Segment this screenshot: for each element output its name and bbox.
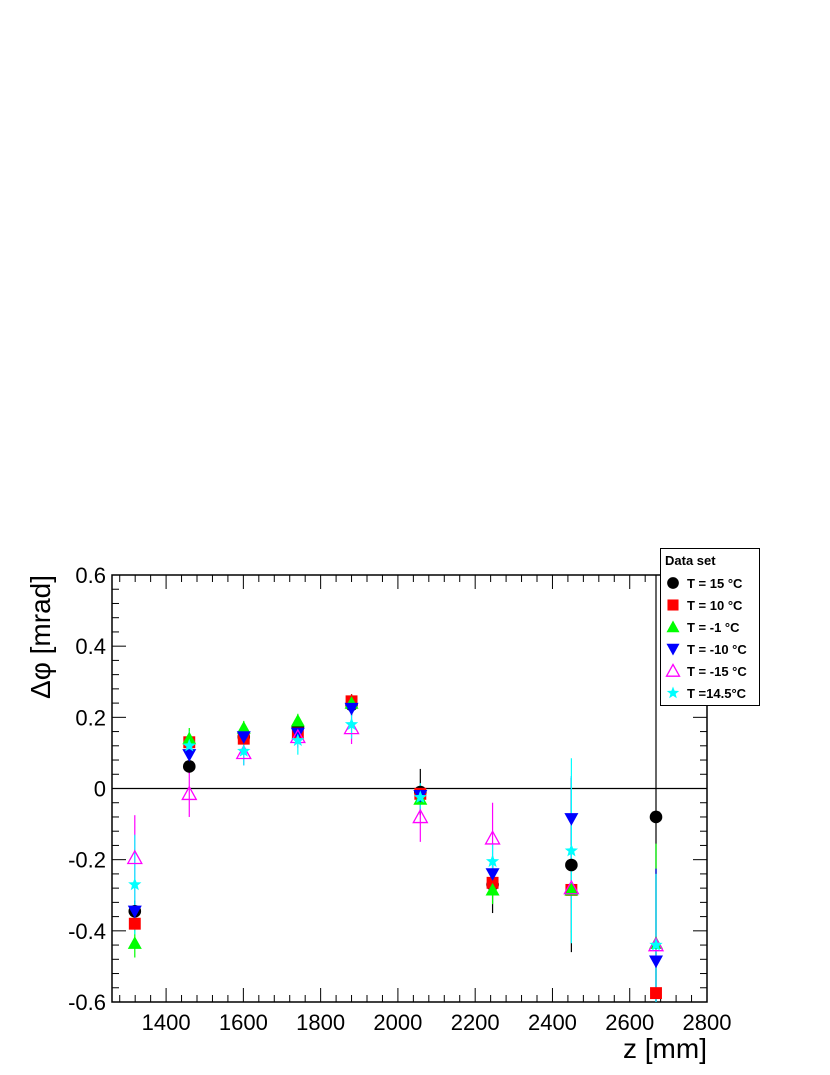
legend-entry: T = -15 °C xyxy=(665,661,747,681)
data-point xyxy=(484,829,501,845)
data-point xyxy=(236,731,251,744)
data-point xyxy=(182,749,197,762)
x-tick-label: 2200 xyxy=(451,1010,500,1035)
x-tick-label: 1600 xyxy=(219,1010,268,1035)
y-tick-label: 0.4 xyxy=(75,634,106,659)
legend-label: T = -15 °C xyxy=(687,663,747,679)
data-point xyxy=(182,731,197,745)
data-point xyxy=(665,663,681,677)
legend-label: T =14.5°C xyxy=(687,685,747,701)
data-point xyxy=(344,717,359,731)
x-tick-label: 1400 xyxy=(142,1010,191,1035)
x-tick-label: 2400 xyxy=(528,1010,577,1035)
data-point xyxy=(649,955,663,969)
data-point xyxy=(485,854,500,868)
legend-entry: T = 10 °C xyxy=(665,595,742,615)
data-point xyxy=(344,702,359,716)
data-point xyxy=(649,810,663,824)
legend-title: Data set xyxy=(665,553,716,568)
data-point xyxy=(649,938,663,951)
data-point xyxy=(412,808,429,824)
data-point xyxy=(290,713,305,727)
data-point xyxy=(666,620,680,633)
data-point xyxy=(237,744,251,757)
data-point xyxy=(485,882,500,896)
x-tick-label: 1800 xyxy=(296,1010,345,1035)
y-tick-label: -0.2 xyxy=(68,848,106,873)
legend-label: T = -10 °C xyxy=(687,641,747,657)
x-tick-label: 2000 xyxy=(373,1010,422,1035)
data-point xyxy=(667,577,679,589)
data-point xyxy=(127,905,142,919)
y-tick-label: 0 xyxy=(94,777,106,802)
x-tick-label: 2600 xyxy=(605,1010,654,1035)
legend-label: T = 15 °C xyxy=(687,575,743,591)
y-axis-title: Δφ [mrad] xyxy=(25,575,56,699)
data-point xyxy=(564,813,579,826)
legend: Data set T = 15 °C T = 10 °C T = -1 °C T = … xyxy=(660,548,760,706)
data-point xyxy=(564,843,579,857)
data-point xyxy=(181,785,198,801)
data-point xyxy=(485,868,500,881)
legend-label: T = 10 °C xyxy=(687,597,743,613)
legend-entry: T =14.5°C xyxy=(665,683,746,703)
data-point xyxy=(666,643,680,656)
legend-entry: T = -10 °C xyxy=(665,639,747,659)
data-point xyxy=(565,858,578,872)
legend-marker-icon xyxy=(666,643,680,656)
data-point xyxy=(667,599,679,611)
tick-labels: 1400 1600 1800 2000 2200 2400 2600 2800 -0.6 -0.4… xyxy=(68,563,731,1035)
data-point xyxy=(126,849,143,865)
y-tick-label: 0.2 xyxy=(75,705,106,730)
data-point xyxy=(182,738,196,752)
x-tick-label: 2800 xyxy=(683,1010,732,1035)
legend-entry: T = -1 °C xyxy=(665,617,740,637)
y-tick-label: -0.4 xyxy=(68,919,106,944)
data-point xyxy=(236,721,251,734)
y-tick-label: -0.6 xyxy=(68,990,106,1015)
data-point xyxy=(413,790,427,804)
data-markers xyxy=(126,695,665,1000)
data-point xyxy=(127,936,142,949)
data-point xyxy=(235,744,252,760)
legend-marker-icon xyxy=(667,577,679,589)
data-point xyxy=(343,719,360,735)
data-point xyxy=(128,877,142,891)
data-point xyxy=(128,917,141,930)
legend-label: T = -1 °C xyxy=(687,619,740,635)
data-point xyxy=(291,733,305,747)
legend-marker-icon xyxy=(667,599,679,611)
y-tick-label: 0.6 xyxy=(75,563,106,588)
data-point xyxy=(182,760,196,773)
legend-entry: T = 15 °C xyxy=(665,573,742,593)
data-point xyxy=(563,879,580,895)
data-point xyxy=(666,686,680,699)
legend-marker-icon xyxy=(666,686,680,699)
x-axis-title: z [mm] xyxy=(623,1033,707,1064)
data-point xyxy=(486,876,499,889)
data-point xyxy=(564,882,579,896)
legend-marker-icon xyxy=(666,620,680,633)
legend-marker-icon xyxy=(665,663,681,677)
data-point xyxy=(650,987,662,1000)
